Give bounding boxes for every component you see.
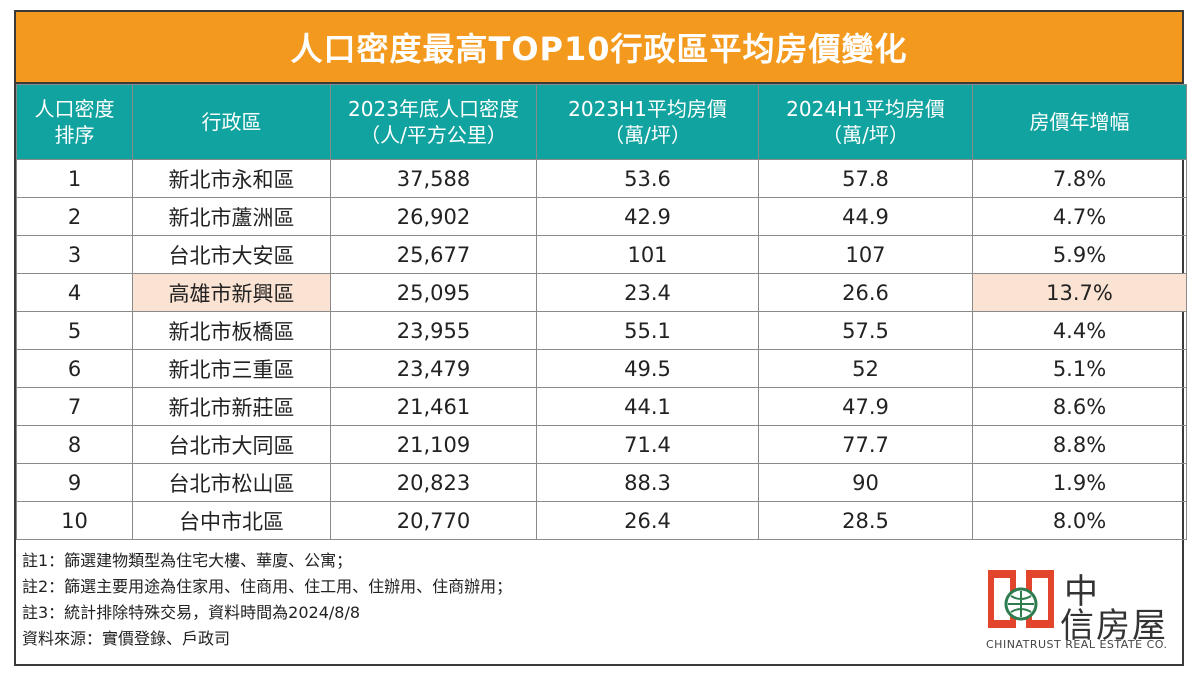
logo-text-zh: 中 (1064, 572, 1098, 612)
cell-price-2023: 88.3 (536, 463, 759, 502)
cell-price-2023: 44.1 (536, 387, 759, 426)
cell-density: 21,109 (330, 425, 537, 464)
cell-price-2024: 26.6 (758, 273, 973, 312)
cell-district: 新北市蘆洲區 (132, 197, 331, 236)
cell-district: 台北市大同區 (132, 425, 331, 464)
cell-price-2024: 28.5 (758, 501, 973, 540)
cell-density: 23,955 (330, 311, 537, 350)
cell-growth: 8.6% (972, 387, 1187, 426)
cell-density: 21,461 (330, 387, 537, 426)
cell-district: 高雄市新興區 (132, 273, 331, 312)
cell-growth: 7.8% (972, 159, 1187, 198)
table-row: 9 台北市松山區 20,823 88.3 90 1.9% (16, 463, 1187, 502)
logo-text-en: CHINATRUST REAL ESTATE CO. (986, 638, 1168, 651)
cell-price-2023: 42.9 (536, 197, 759, 236)
header-district: 行政區 (132, 84, 331, 160)
table-header-row: 人口密度 排序 行政區 2023年底人口密度 （人/平方公里） 2023H1平均房價… (16, 84, 1187, 160)
company-logo: 中 信房屋 CHINATRUST REAL ESTATE CO. (986, 564, 1176, 658)
cell-price-2023: 71.4 (536, 425, 759, 464)
logo-text-zh: 信房屋 (1060, 606, 1168, 646)
header-rank: 人口密度 排序 (16, 84, 133, 160)
cell-density: 20,823 (330, 463, 537, 502)
table-row: 2 新北市蘆洲區 26,902 42.9 44.9 4.7% (16, 197, 1187, 236)
cell-district: 台中市北區 (132, 501, 331, 540)
cell-rank: 9 (16, 463, 133, 502)
table-row: 6 新北市三重區 23,479 49.5 52 5.1% (16, 349, 1187, 388)
cell-district: 新北市板橋區 (132, 311, 331, 350)
table-row: 4 高雄市新興區 25,095 23.4 26.6 13.7% (16, 273, 1187, 312)
cell-price-2024: 77.7 (758, 425, 973, 464)
cell-density: 20,770 (330, 501, 537, 540)
table-row: 7 新北市新莊區 21,461 44.1 47.9 8.6% (16, 387, 1187, 426)
cell-density: 25,677 (330, 235, 537, 274)
footnote: 註3：統計排除特殊交易，資料時間為2024/8/8 (22, 603, 361, 622)
cell-growth: 4.7% (972, 197, 1187, 236)
cell-rank: 5 (16, 311, 133, 350)
cell-price-2024: 47.9 (758, 387, 973, 426)
infographic-frame: 人口密度最高TOP10行政區平均房價變化 人口密度 排序 行政區 2023年底人口… (14, 10, 1187, 666)
cell-growth: 5.9% (972, 235, 1187, 274)
cell-rank: 10 (16, 501, 133, 540)
cell-district: 新北市新莊區 (132, 387, 331, 426)
cell-rank: 2 (16, 197, 133, 236)
header-growth: 房價年增幅 (972, 84, 1187, 160)
cell-rank: 8 (16, 425, 133, 464)
cell-price-2024: 107 (758, 235, 973, 274)
footnotes: 註1：篩選建物類型為住宅大樓、華廈、公寓； 註2：篩選主要用途為住家用、住商用、… (22, 548, 512, 652)
cell-price-2023: 49.5 (536, 349, 759, 388)
cell-rank: 4 (16, 273, 133, 312)
cell-price-2023: 101 (536, 235, 759, 274)
cell-price-2024: 57.5 (758, 311, 973, 350)
cell-price-2023: 26.4 (536, 501, 759, 540)
data-table: 人口密度 排序 行政區 2023年底人口密度 （人/平方公里） 2023H1平均房價… (16, 84, 1187, 540)
header-price-2023: 2023H1平均房價 （萬/坪） (536, 84, 759, 160)
cell-rank: 6 (16, 349, 133, 388)
cell-price-2024: 90 (758, 463, 973, 502)
source-note: 資料來源：實價登錄、戶政司 (22, 629, 231, 648)
cell-district: 新北市三重區 (132, 349, 331, 388)
table-row: 5 新北市板橋區 23,955 55.1 57.5 4.4% (16, 311, 1187, 350)
cell-price-2024: 44.9 (758, 197, 973, 236)
cell-density: 25,095 (330, 273, 537, 312)
header-density: 2023年底人口密度 （人/平方公里） (330, 84, 537, 160)
cell-district: 台北市大安區 (132, 235, 331, 274)
table-row: 3 台北市大安區 25,677 101 107 5.9% (16, 235, 1187, 274)
cell-density: 26,902 (330, 197, 537, 236)
table-row: 1 新北市永和區 37,588 53.6 57.8 7.8% (16, 159, 1187, 198)
cell-rank: 3 (16, 235, 133, 274)
cell-price-2023: 53.6 (536, 159, 759, 198)
table-row: 8 台北市大同區 21,109 71.4 77.7 8.8% (16, 425, 1187, 464)
cell-price-2024: 57.8 (758, 159, 973, 198)
cell-growth: 8.8% (972, 425, 1187, 464)
page-title: 人口密度最高TOP10行政區平均房價變化 (16, 12, 1182, 84)
cell-price-2023: 55.1 (536, 311, 759, 350)
footnote: 註1：篩選建物類型為住宅大樓、華廈、公寓； (22, 551, 353, 570)
cell-growth: 4.4% (972, 311, 1187, 350)
cell-rank: 1 (16, 159, 133, 198)
cell-price-2024: 52 (758, 349, 973, 388)
logo-mark-icon (988, 570, 1054, 628)
cell-growth: 13.7% (972, 273, 1187, 312)
cell-growth: 5.1% (972, 349, 1187, 388)
cell-price-2023: 23.4 (536, 273, 759, 312)
header-price-2024: 2024H1平均房價 （萬/坪） (758, 84, 973, 160)
cell-district: 台北市松山區 (132, 463, 331, 502)
cell-district: 新北市永和區 (132, 159, 331, 198)
cell-rank: 7 (16, 387, 133, 426)
cell-growth: 1.9% (972, 463, 1187, 502)
footnote: 註2：篩選主要用途為住家用、住商用、住工用、住辦用、住商辦用； (22, 577, 513, 596)
table-row: 10 台中市北區 20,770 26.4 28.5 8.0% (16, 501, 1187, 540)
cell-density: 23,479 (330, 349, 537, 388)
cell-growth: 8.0% (972, 501, 1187, 540)
cell-density: 37,588 (330, 159, 537, 198)
